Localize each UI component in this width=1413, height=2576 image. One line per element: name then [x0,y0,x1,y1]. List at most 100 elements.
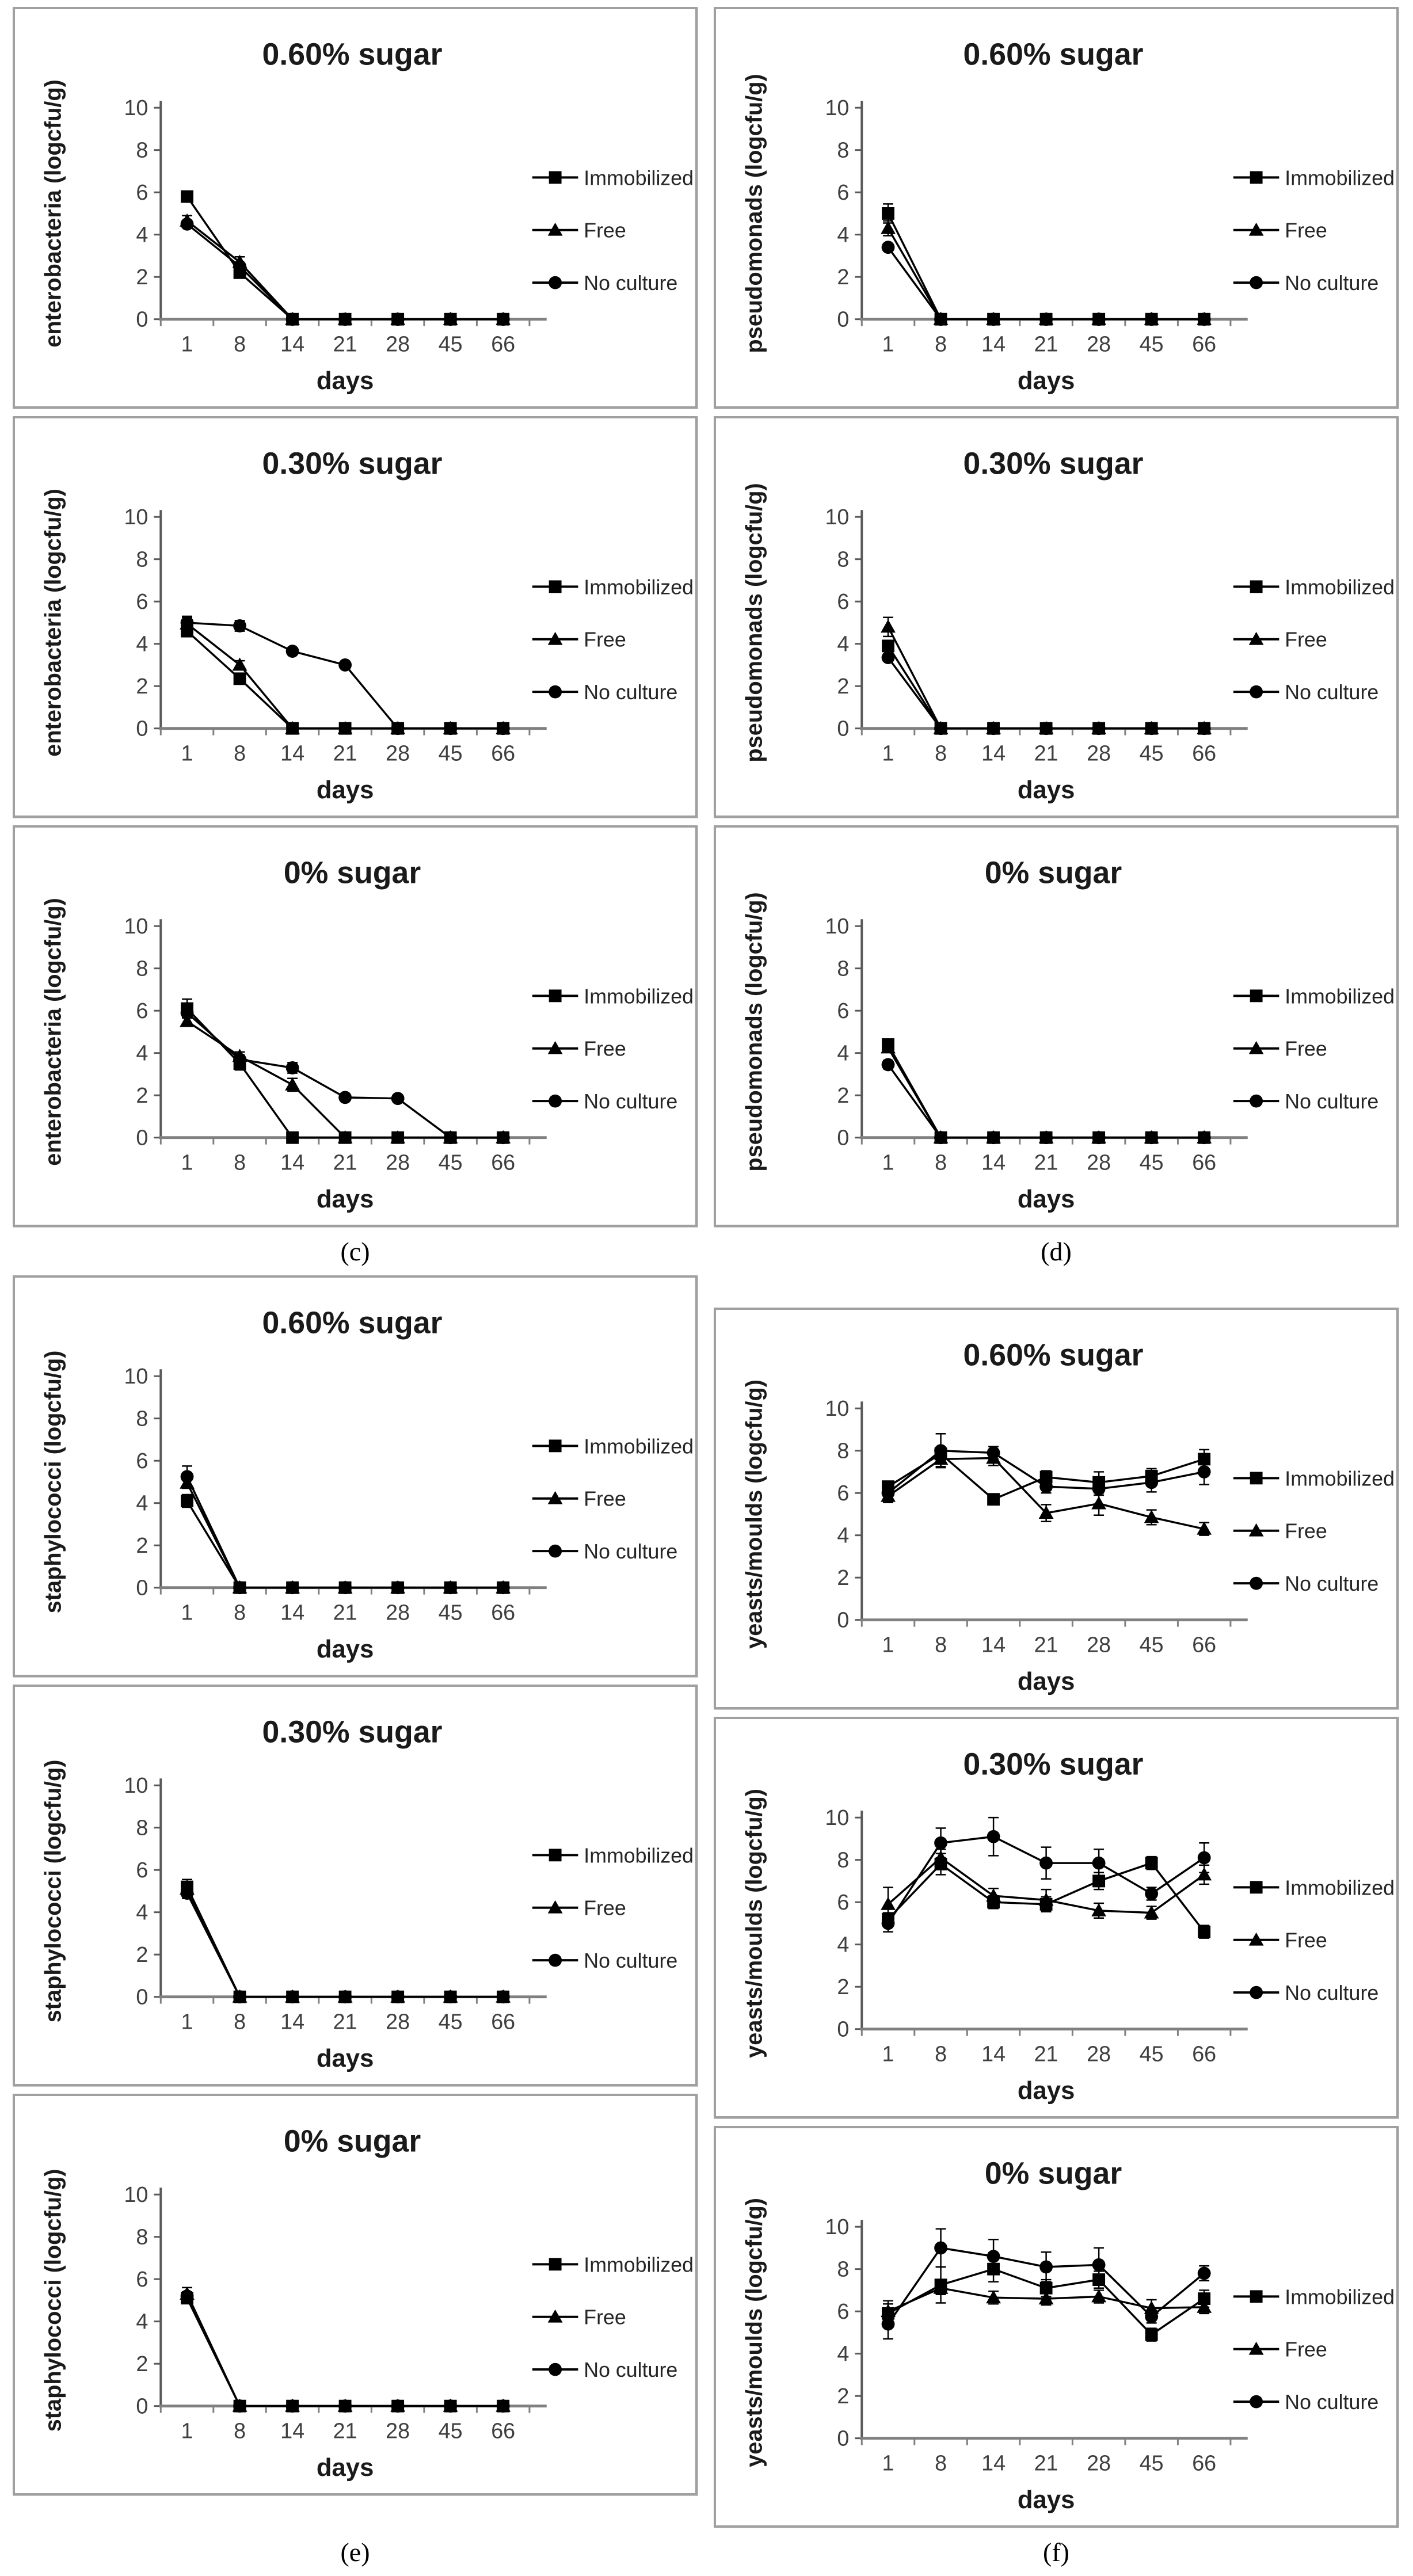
y-tick-label: 0 [837,2426,849,2451]
legend-triangle-marker [547,631,563,645]
legend-item-free: Free [1233,628,1327,651]
series-line-free [186,1888,504,1998]
square-marker [934,722,947,735]
legend-square-marker [1250,580,1263,593]
y-tick-label: 2 [837,1083,849,1107]
x-tick-label: 1 [181,2418,193,2442]
triangle-marker [232,254,247,268]
legend-label: No culture [584,1090,677,1113]
square-marker [1145,2328,1158,2341]
legend-label: Free [1285,2338,1327,2361]
chart-title: 0.30% sugar [262,447,443,481]
x-tick-label: 1 [882,1150,894,1174]
x-tick-label: 45 [1140,741,1164,765]
legend-circle-marker [549,2362,562,2376]
legend-circle-marker [549,1094,562,1108]
x-tick-label: 28 [386,1150,410,1174]
triangle-marker [881,619,896,633]
y-tick-label: 8 [136,2225,148,2249]
square-marker [1092,722,1106,735]
series-line-immobilized [186,1886,504,1998]
panel-caption-d: (d) [1041,1236,1072,1266]
series-line-free [887,1047,1205,1139]
chart-svg: 0.30% sugar 0 2 4 6 8 10 enterobacteria (logcfu… [40,447,694,804]
x-tick-label: 21 [333,741,357,765]
legend-item-free: Free [532,1038,626,1061]
legend-label: Immobilized [1285,2285,1395,2308]
legend-item-free: Free [532,219,626,242]
square-marker [391,2399,405,2413]
y-tick-label: 2 [136,1083,148,1107]
legend-item-no-culture: No culture [1233,2391,1378,2414]
y-tick-label: 0 [837,717,849,741]
y-tick-label: 4 [136,1491,148,1515]
legend-item-free: Free [532,1897,626,1920]
chart-box-enterobacteria-000: 0% sugar 0 2 4 6 8 10 enterobacteria (logcfu/g)… [13,825,698,1227]
x-tick-label: 66 [1192,1632,1216,1656]
square-marker [233,1581,246,1594]
y-tick-label: 0 [136,1126,148,1150]
y-tick-label: 8 [837,1848,849,1872]
circle-marker [1039,1856,1053,1870]
square-marker [286,1131,299,1144]
y-tick-label: 0 [136,307,148,331]
legend-triangle-marker [1248,631,1264,645]
y-tick-label: 0 [136,1576,148,1600]
y-tick-label: 6 [136,180,148,204]
y-tick-label: 4 [837,2342,849,2366]
chart-title: 0% sugar [284,2124,421,2159]
x-tick-label: 66 [491,2009,515,2033]
legend-square-marker [549,989,562,1003]
square-marker [338,1131,352,1144]
legend-item-free: Free [1233,219,1327,242]
y-tick-label: 10 [825,96,849,120]
chart-title: 0% sugar [284,856,421,890]
x-tick-label: 14 [280,331,304,356]
legend-label: Immobilized [584,1435,694,1458]
y-axis-title: pseudomonads (logcfu/g) [741,74,767,353]
legend-label: No culture [1285,1981,1378,2005]
triangle-marker [1144,1510,1159,1523]
chart-box-yeasts-moulds-000: 0% sugar 0 2 4 6 8 10 yeasts/moulds (logcfu/g) 1… [714,2126,1399,2528]
x-tick-label: 1 [882,1632,894,1656]
square-marker [1039,1470,1053,1484]
square-marker [391,1131,405,1144]
square-marker [338,1581,352,1594]
square-marker [934,313,947,326]
x-tick-label: 28 [386,2418,410,2442]
legend-item-immobilized: Immobilized [532,2253,694,2276]
chart-title: 0% sugar [985,856,1122,890]
x-tick-label: 1 [181,2009,193,2033]
square-marker [181,1880,193,1893]
y-axis-title: staphylococci (logcfu/g) [40,1760,66,2023]
y-tick-label: 4 [136,2310,148,2334]
y-tick-label: 6 [136,1858,148,1882]
x-tick-label: 1 [882,2451,894,2475]
series-line-free [887,227,1205,321]
legend-circle-marker [549,1544,562,1558]
circle-marker [233,619,246,632]
circle-marker [987,1830,1000,1843]
x-tick-label: 8 [234,2009,246,2033]
x-tick-label: 45 [439,2009,463,2033]
chart-title: 0.30% sugar [963,1747,1144,1782]
series-line-free [186,1020,504,1139]
series-line-free [887,626,1205,730]
legend-circle-marker [1250,1094,1263,1108]
x-tick-label: 8 [234,331,246,356]
y-tick-label: 4 [837,1041,849,1065]
square-marker [1092,1874,1106,1888]
square-marker [987,722,1000,735]
legend-label: No culture [1285,272,1378,295]
square-marker [1145,313,1158,326]
square-marker [497,313,510,326]
panel-caption-c: (c) [340,1236,370,1266]
legend-label: No culture [584,1540,677,1563]
y-tick-label: 8 [136,1407,148,1431]
square-marker [497,2399,510,2413]
square-marker [882,639,894,653]
square-marker [1198,313,1211,326]
x-tick-label: 1 [882,2041,894,2066]
square-marker [338,722,352,735]
chart-svg: 0% sugar 0 2 4 6 8 10 pseudomonads (logcfu/g) 1 8… [741,856,1395,1213]
